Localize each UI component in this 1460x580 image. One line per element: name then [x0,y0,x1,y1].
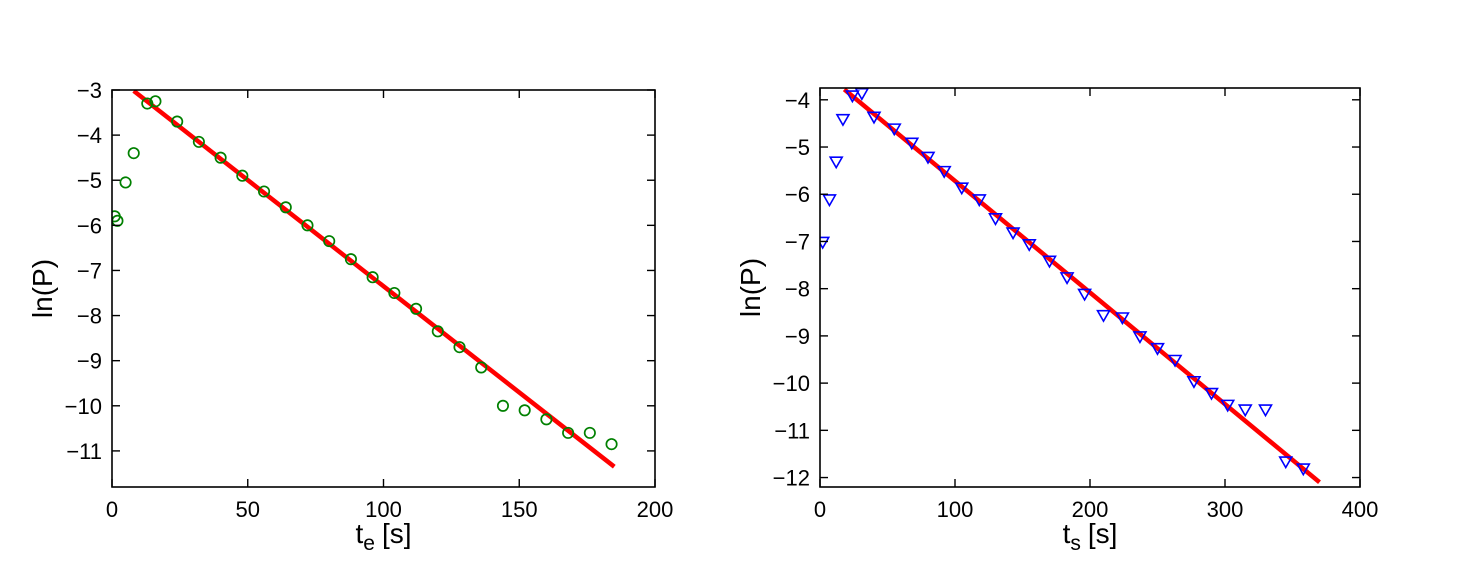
y-tick-label: −7 [77,258,102,283]
data-point-triangle-down [822,194,837,208]
data-point-circle [214,151,227,164]
data-point-circle [431,325,444,338]
data-point-triangle-down [1186,375,1202,389]
plot-box [819,87,1361,488]
data-point-triangle-down [1115,312,1130,326]
data-point-triangle-down [1005,227,1021,241]
y-tick-label: −4 [785,88,810,113]
data-point-circle [410,302,423,315]
x-axis-label: te [s] [355,518,411,555]
x-tick-label: 100 [937,497,974,522]
data-point-triangle-down [866,111,882,125]
x-tick-label: 200 [637,497,674,522]
x-tick-label: 0 [814,497,826,522]
x-tick-label: 0 [106,497,118,522]
data-point-circle [475,361,488,374]
data-point-circle [171,115,184,128]
data-point-circle [192,135,205,148]
y-tick-label: −6 [77,213,102,238]
data-point-triangle-down [835,113,851,127]
data-point-circle [540,413,553,426]
x-tick-label: 400 [1342,497,1379,522]
y-tick-label: −8 [785,277,810,302]
data-point-triangle-down [936,165,952,179]
data-point-circle [257,185,271,198]
data-point-triangle-down [920,151,936,165]
data-point-triangle-down [1150,342,1165,356]
data-point-circle [388,286,401,300]
y-tick-label: −4 [77,123,102,148]
x-tick-label: 300 [1207,497,1244,522]
data-point-circle [149,95,162,108]
y-tick-label: −9 [785,324,810,349]
data-point-triangle-down [886,123,902,137]
data-point-triangle-down [1021,239,1037,252]
data-point-triangle-down [1237,404,1253,418]
data-point-circle [119,176,132,189]
data-point-circle [496,399,510,412]
data-point-triangle-down [1059,272,1075,285]
y-axis-label: ln(P) [27,259,58,318]
data-point-triangle-down [820,236,831,250]
data-point-circle [127,147,140,160]
y-tick-label: −10 [65,394,102,419]
data-point-triangle-down [1220,399,1236,413]
data-point-circle [453,341,466,354]
data-point-triangle-down [1077,288,1092,302]
data-point-triangle-down [954,182,970,196]
y-tick-label: −11 [66,439,102,464]
data-point-triangle-down [971,194,987,208]
data-point-circle [236,169,249,182]
x-tick-label: 200 [1072,497,1109,522]
data-point-circle [366,271,379,284]
data-point-circle [562,426,575,439]
data-point-triangle-down [1258,404,1273,418]
data-point-circle [323,235,336,248]
data-point-triangle-down [1167,354,1183,368]
data-point-triangle-down [988,213,1003,226]
data-point-circle [583,426,596,439]
data-point-triangle-down [1204,387,1219,401]
y-tick-label: −7 [785,229,810,254]
data-point-circle [141,97,154,110]
x-tick-label: 50 [236,497,260,522]
data-point-circle [279,201,292,214]
chart-1: 0 50 100 150 200 −3 −4 −5 −6 −7 −8 −9 −10 −11 te [s] ln(… [27,78,673,555]
x-axis-label: ts [s] [1063,518,1118,555]
fit-line [842,88,1321,485]
y-tick-label: −11 [774,418,810,443]
y-tick-label: −9 [77,349,102,374]
y-tick-label: −5 [785,135,810,160]
data-point-triangle-down [1096,309,1111,323]
y-axis-label: ln(P) [735,258,766,317]
data-point-triangle-down [1132,331,1148,345]
data-point-triangle-down [1295,463,1311,477]
fit-line [132,90,616,469]
data-point-triangle-down [1042,255,1057,269]
data-point-triangle-down [845,90,860,104]
y-tick-label: −3 [77,78,102,103]
data-point-circle [518,404,531,417]
y-tick-label: −12 [773,466,810,491]
y-tick-label: −5 [77,168,102,193]
data-point-circle [344,253,357,266]
y-tick-label: −8 [77,304,102,329]
data-point-triangle-down [904,137,920,151]
y-tick-label: −6 [785,182,810,207]
data-point-circle [301,219,314,232]
data-point-triangle-down [828,156,844,170]
y-tick-label: −10 [773,371,810,396]
x-tick-label: 100 [365,497,402,522]
chart-2: 0 100 200 300 400 −4 −5 −6 −7 −8 −9 −10 −11 −12 ts [s] l… [735,87,1379,555]
x-tick-label: 150 [501,497,538,522]
data-point-circle [605,438,618,451]
data-point-triangle-down [1278,456,1294,470]
